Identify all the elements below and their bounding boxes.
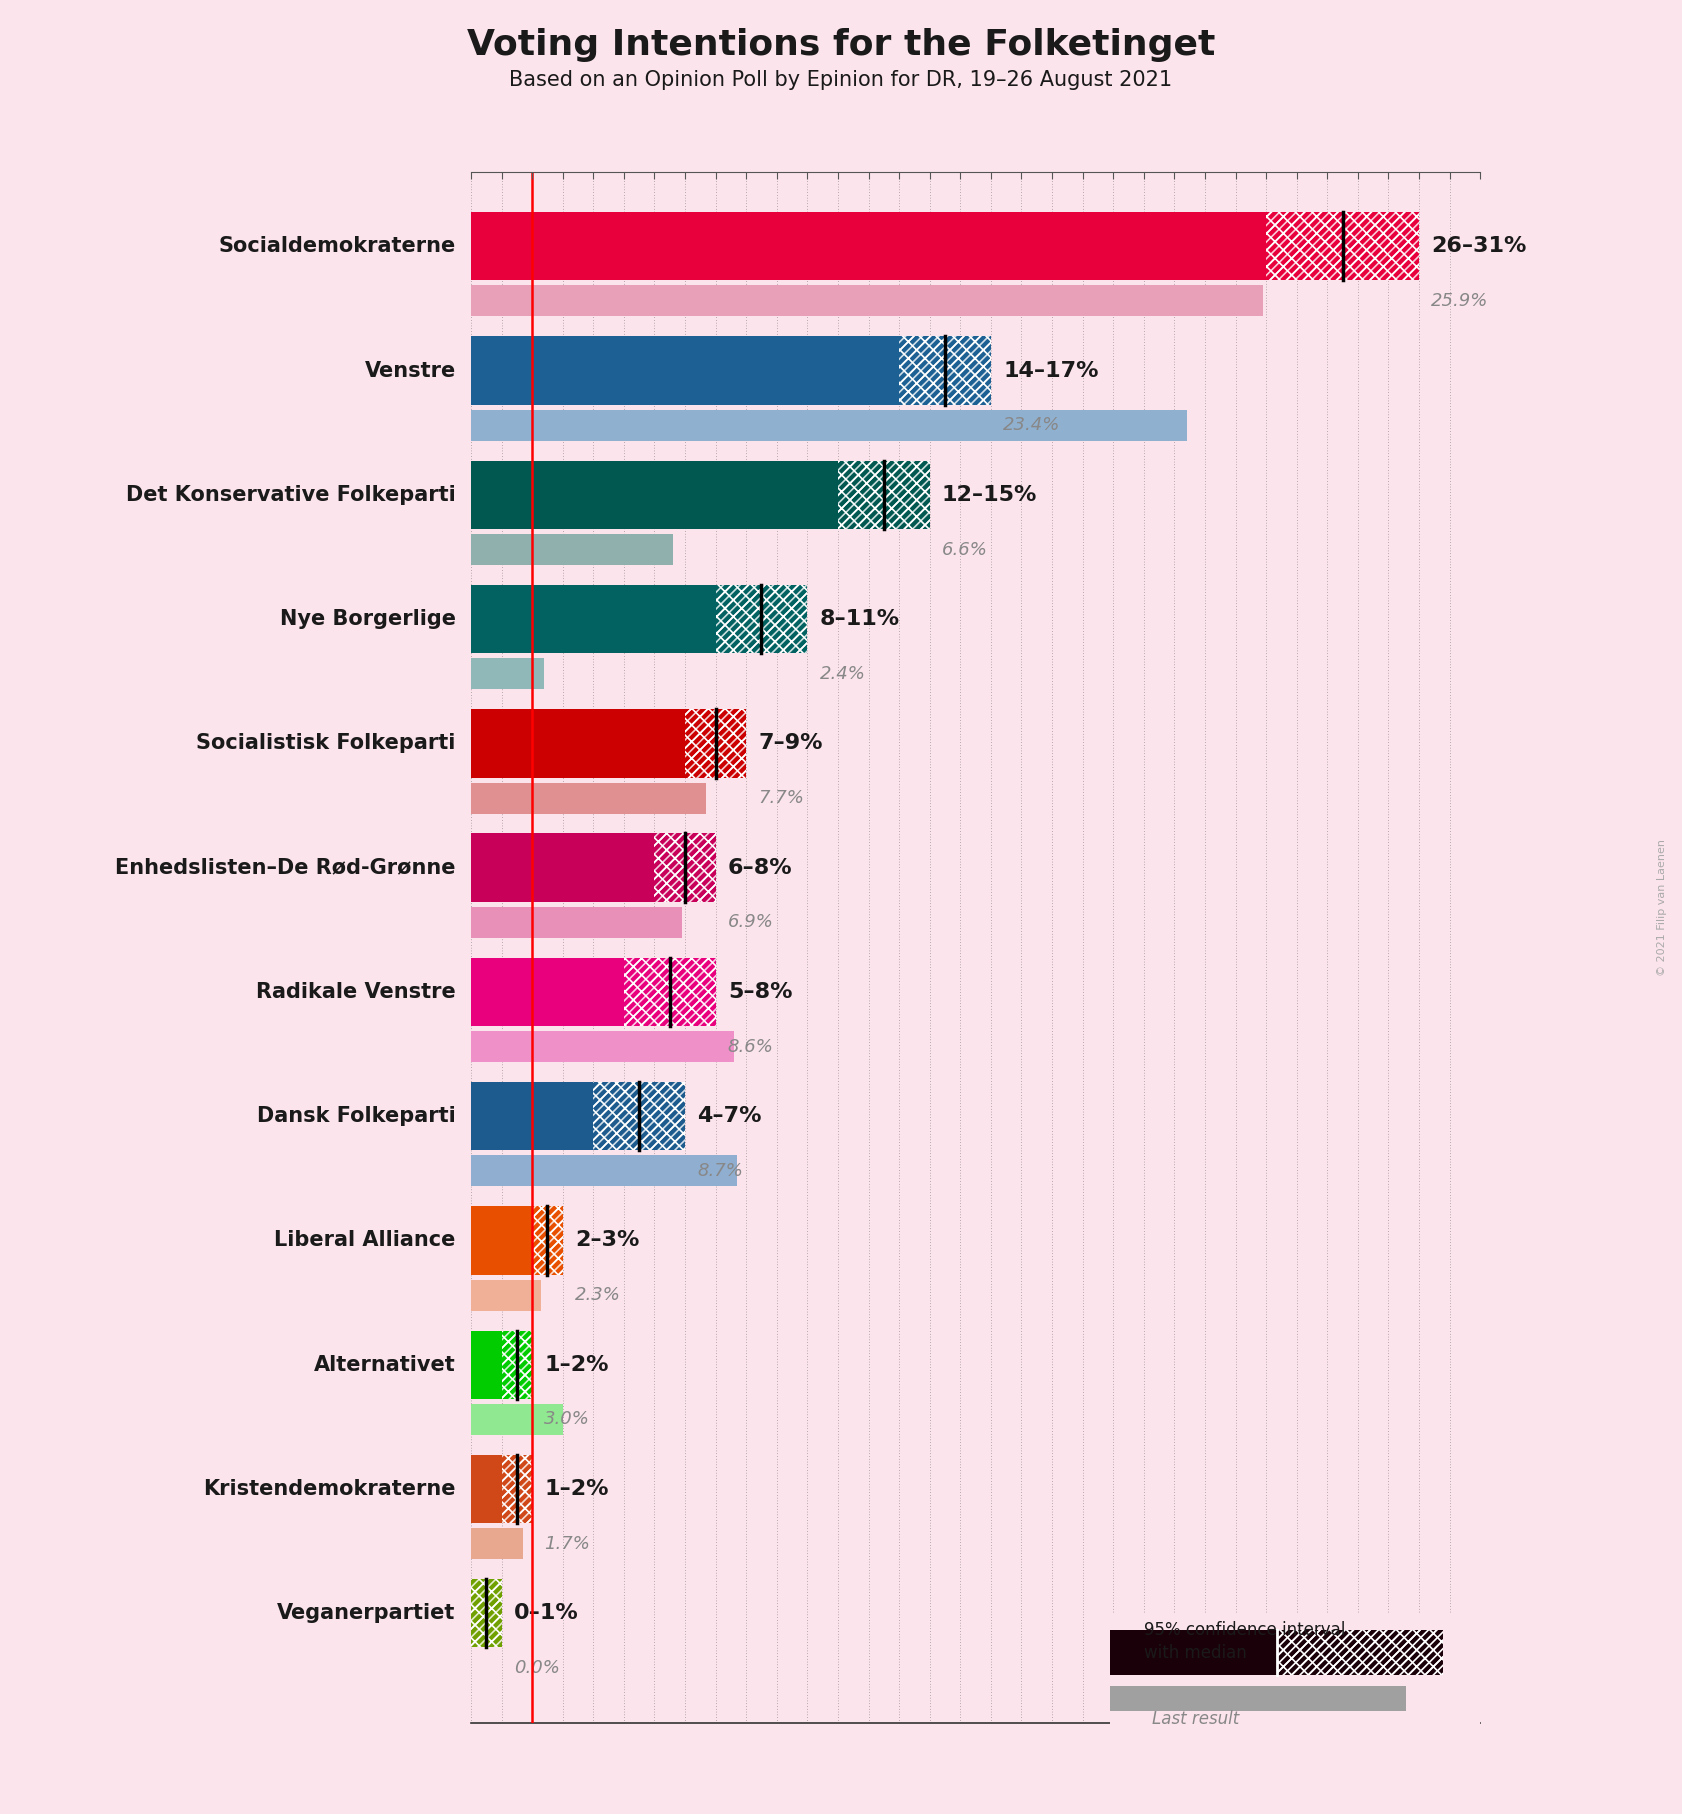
Text: with median: with median [1144, 1643, 1246, 1662]
Bar [1110, 1629, 1277, 1676]
Text: 1.7%: 1.7% [545, 1535, 590, 1553]
Text: 6–8%: 6–8% [728, 858, 792, 878]
Text: 1–2%: 1–2% [545, 1355, 609, 1375]
Text: 2–3%: 2–3% [575, 1230, 639, 1250]
Bar [715, 584, 807, 653]
Text: 2.4%: 2.4% [819, 664, 866, 682]
Text: Nye Borgerlige: Nye Borgerlige [279, 610, 456, 629]
Bar [471, 584, 715, 653]
Bar [471, 658, 545, 689]
Bar [471, 1156, 737, 1186]
Bar [685, 709, 747, 778]
Bar [594, 1081, 685, 1150]
Bar [471, 1404, 563, 1435]
Bar [471, 1331, 501, 1399]
Bar [501, 1331, 532, 1399]
Bar [471, 410, 1186, 441]
Text: 2.3%: 2.3% [575, 1286, 621, 1304]
Bar [471, 336, 900, 405]
Text: 26–31%: 26–31% [1431, 236, 1527, 256]
Bar [471, 1580, 501, 1647]
Bar [471, 958, 624, 1027]
Bar [594, 1081, 685, 1150]
Text: 8.7%: 8.7% [698, 1163, 743, 1179]
Text: 3.0%: 3.0% [545, 1411, 590, 1428]
Bar [471, 1580, 501, 1647]
Text: 8.6%: 8.6% [728, 1038, 774, 1056]
Bar [532, 1206, 563, 1275]
Bar [471, 1279, 542, 1312]
Text: 4–7%: 4–7% [698, 1107, 762, 1126]
Bar [471, 1527, 523, 1560]
Bar [471, 709, 685, 778]
Text: 25.9%: 25.9% [1431, 292, 1489, 310]
Bar [471, 1206, 532, 1275]
Bar [1267, 212, 1420, 281]
Bar [471, 533, 673, 564]
Text: Last result: Last result [1152, 1709, 1240, 1727]
Bar [471, 285, 1263, 316]
Text: 1–2%: 1–2% [545, 1478, 609, 1498]
Bar [624, 958, 715, 1027]
Bar [471, 212, 1267, 281]
Bar [501, 1455, 532, 1524]
Bar [471, 1030, 733, 1063]
Text: 7.7%: 7.7% [759, 789, 804, 807]
Text: Socialdemokraterne: Socialdemokraterne [219, 236, 456, 256]
Bar [471, 907, 681, 938]
Text: 0–1%: 0–1% [513, 1604, 579, 1624]
Bar [532, 1206, 563, 1275]
Text: 6.9%: 6.9% [728, 912, 774, 931]
Text: Socialistisk Folkeparti: Socialistisk Folkeparti [197, 733, 456, 753]
Text: Voting Intentions for the Folketinget: Voting Intentions for the Folketinget [468, 29, 1214, 62]
Text: Veganerpartiet: Veganerpartiet [278, 1604, 456, 1624]
Bar [471, 833, 654, 902]
Bar [1277, 1629, 1443, 1676]
Text: © 2021 Filip van Laenen: © 2021 Filip van Laenen [1657, 838, 1667, 976]
Text: Liberal Alliance: Liberal Alliance [274, 1230, 456, 1250]
Bar [501, 1455, 532, 1524]
Bar [900, 336, 991, 405]
Text: Det Konservative Folkeparti: Det Konservative Folkeparti [126, 484, 456, 504]
Text: 95% confidence interval: 95% confidence interval [1144, 1620, 1346, 1638]
Text: Venstre: Venstre [365, 361, 456, 381]
Bar [471, 782, 706, 814]
Text: Dansk Folkeparti: Dansk Folkeparti [257, 1107, 456, 1126]
Text: Based on an Opinion Poll by Epinion for DR, 19–26 August 2021: Based on an Opinion Poll by Epinion for … [510, 69, 1172, 91]
Bar [624, 958, 715, 1027]
Text: 23.4%: 23.4% [1002, 415, 1060, 434]
Bar [1277, 1629, 1443, 1676]
Bar [471, 1455, 501, 1524]
Text: 6.6%: 6.6% [942, 541, 987, 559]
Text: Alternativet: Alternativet [315, 1355, 456, 1375]
Text: Radikale Venstre: Radikale Venstre [256, 981, 456, 1001]
Bar [501, 1331, 532, 1399]
Bar [838, 461, 930, 530]
Bar [471, 1081, 594, 1150]
Text: Enhedslisten–De Rød-Grønne: Enhedslisten–De Rød-Grønne [114, 858, 456, 878]
Text: 0.0%: 0.0% [513, 1660, 560, 1676]
Bar [900, 336, 991, 405]
Text: 12–15%: 12–15% [942, 484, 1038, 504]
Text: 14–17%: 14–17% [1002, 361, 1098, 381]
Text: 7–9%: 7–9% [759, 733, 822, 753]
Bar [471, 461, 838, 530]
Bar [1267, 212, 1420, 281]
Bar [838, 461, 930, 530]
Bar [685, 709, 747, 778]
Text: Kristendemokraterne: Kristendemokraterne [204, 1478, 456, 1498]
Bar [715, 584, 807, 653]
Text: 8–11%: 8–11% [819, 610, 900, 629]
Text: 5–8%: 5–8% [728, 981, 792, 1001]
Bar [654, 833, 715, 902]
Bar [1110, 1685, 1406, 1711]
Bar [654, 833, 715, 902]
